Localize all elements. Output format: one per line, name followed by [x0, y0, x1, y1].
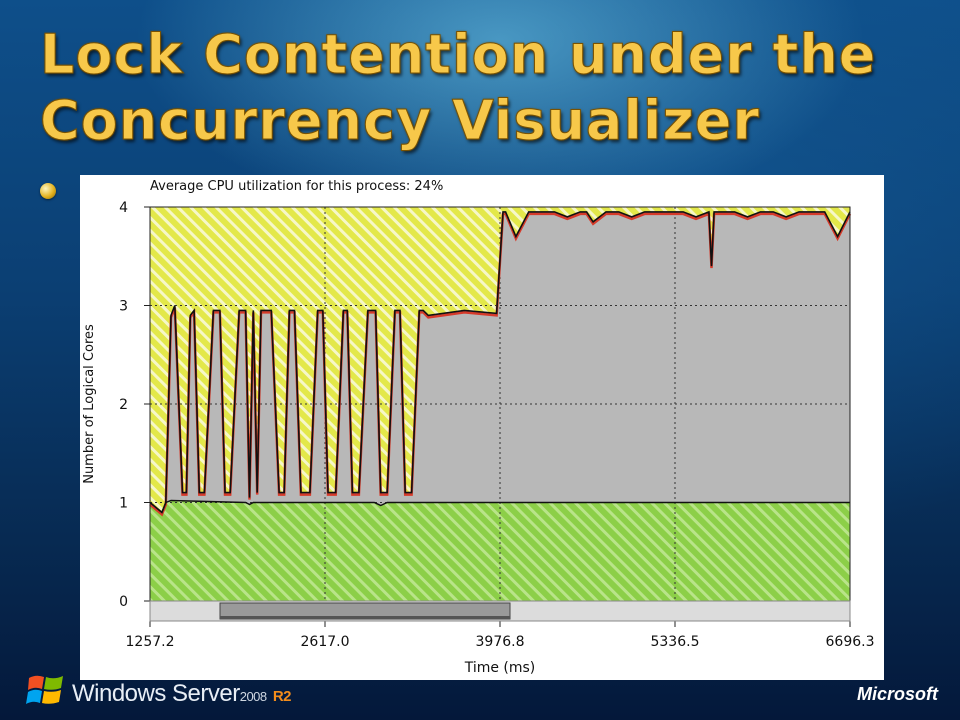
- footer-version: 2008: [239, 689, 267, 704]
- slide-title-line-1: Lock Contention under the: [39, 23, 877, 87]
- x-tick-label: 2617.0: [301, 634, 350, 650]
- y-tick-label: 2: [119, 397, 128, 413]
- baseline-series-line: [149, 499, 850, 514]
- time-scrollbar[interactable]: [149, 600, 851, 622]
- y-tick-label: 3: [119, 299, 128, 315]
- x-axis: 1257.2 2617.0 3976.8 5336.5 6696.3: [126, 621, 875, 650]
- y-axis-label: Number of Logical Cores: [82, 324, 97, 484]
- windows-logo-icon: [26, 675, 63, 704]
- system-area: [150, 500, 850, 601]
- y-tick-label: 1: [119, 496, 128, 512]
- utilization-series-line: [149, 210, 851, 514]
- y-tick-label: 0: [119, 594, 128, 610]
- x-tick-label: 1257.2: [126, 634, 175, 650]
- x-axis-label: Time (ms): [464, 660, 536, 676]
- footer-brand-name: Windows Server: [72, 680, 240, 707]
- microsoft-logo: Microsoft: [857, 684, 938, 704]
- slide-title-line-2: Concurrency Visualizer: [39, 89, 761, 153]
- plot-area: [149, 206, 852, 602]
- bullet-icon: [40, 183, 56, 199]
- x-tick-label: 5336.5: [650, 634, 699, 650]
- footer-brand: Windows Server2008 R2: [72, 680, 292, 708]
- chart-panel: Average CPU utilization for this process…: [80, 175, 884, 680]
- slide-title: Lock Contention under the Concurrency Vi…: [39, 22, 877, 154]
- cpu-utilization-chart: Average CPU utilization for this process…: [82, 179, 875, 676]
- y-axis: 0 1 2 3 4: [119, 200, 150, 610]
- footer-release: R2: [272, 688, 292, 705]
- y-tick-label: 4: [119, 200, 128, 216]
- scrollbar-thumb-shadow: [220, 616, 510, 619]
- chart-title: Average CPU utilization for this process…: [150, 179, 443, 194]
- x-tick-label: 6696.3: [826, 634, 875, 650]
- x-tick-label: 3976.8: [476, 634, 525, 650]
